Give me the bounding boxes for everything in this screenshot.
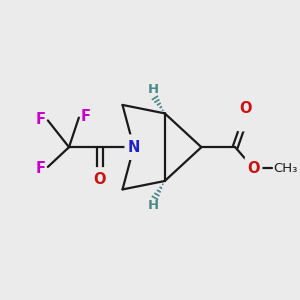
Text: F: F — [36, 112, 46, 127]
Text: O: O — [94, 172, 106, 187]
Text: N: N — [128, 140, 140, 155]
Text: CH₃: CH₃ — [273, 162, 298, 175]
Text: H: H — [148, 199, 159, 212]
Text: O: O — [247, 161, 260, 176]
Text: O: O — [239, 101, 251, 116]
Text: F: F — [36, 161, 46, 176]
Text: H: H — [148, 83, 159, 97]
Text: F: F — [81, 109, 91, 124]
